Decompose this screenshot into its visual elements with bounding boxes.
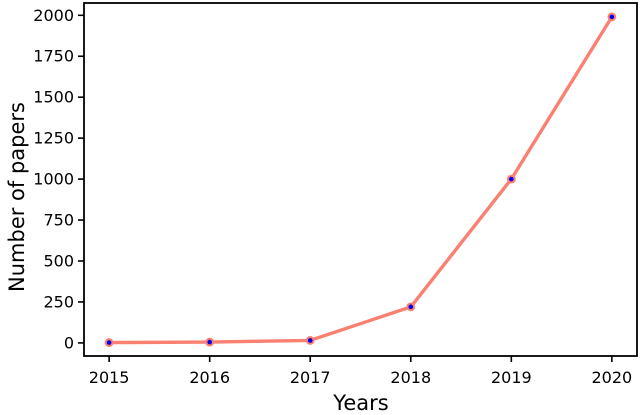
marker-face (106, 340, 112, 345)
marker-face (408, 304, 414, 310)
data-point-2019 (506, 174, 516, 184)
x-tick-label: 2015 (89, 368, 130, 387)
series-layer (104, 12, 617, 347)
x-tick-label: 2016 (189, 368, 230, 387)
data-point-2015 (104, 338, 114, 347)
y-tick-label: 500 (43, 251, 74, 270)
plot-frame (83, 2, 638, 357)
y-tick-label: 0 (64, 333, 74, 352)
x-axis-label: Years (332, 391, 388, 415)
series-line (107, 15, 614, 345)
data-point-2018 (406, 302, 416, 312)
y-tick-label: 1750 (33, 47, 74, 66)
x-tick-label: 2017 (290, 368, 331, 387)
data-point-2016 (205, 337, 215, 347)
x-tick-label: 2020 (592, 368, 633, 387)
marker-face (307, 338, 313, 343)
data-point-2017 (305, 336, 315, 345)
x-tick-label: 2018 (390, 368, 431, 387)
y-axis-label: Number of papers (5, 102, 29, 292)
axes-layer: 0 250 500 750 1000 1250 1500 1750 2000 2015 2016 20… (33, 2, 638, 387)
x-tick-label: 2019 (491, 368, 532, 387)
y-tick-label: 1000 (33, 170, 74, 189)
data-point-2020 (607, 12, 617, 22)
y-tick-label: 1500 (33, 88, 74, 107)
y-tick-label: 2000 (33, 6, 74, 25)
marker-face (207, 339, 212, 345)
y-tick-label: 250 (43, 292, 74, 311)
marker-face (509, 176, 514, 182)
marker-face (609, 14, 615, 20)
y-tick-label: 1250 (33, 129, 74, 148)
y-tick-label: 750 (43, 211, 74, 230)
